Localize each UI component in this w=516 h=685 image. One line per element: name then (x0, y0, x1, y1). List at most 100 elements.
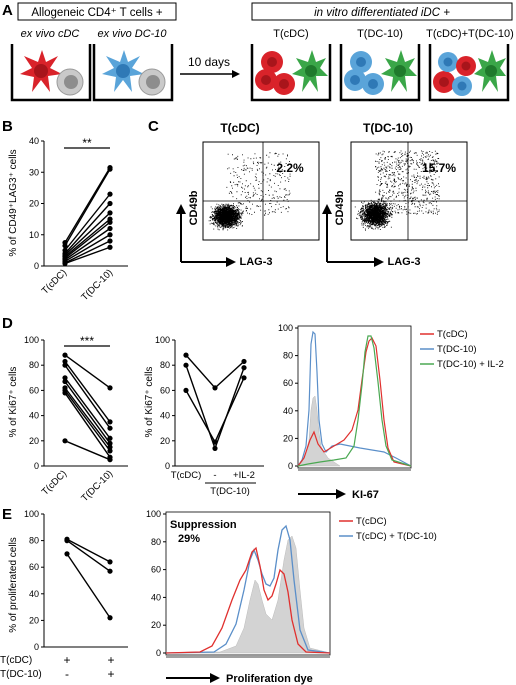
d-hist-legend: T(cDC) T(DC-10) T(DC-10) + IL-2 (420, 329, 504, 370)
y-tick-label: 30 (29, 167, 39, 177)
d-hist-xlabel: KI-67 (352, 489, 379, 501)
y-tick-label: 0 (34, 461, 39, 471)
data-point (62, 378, 68, 385)
e-hist-y-axis: 0 20 40 60 80 100 (146, 509, 166, 658)
series-line (64, 203, 111, 254)
e-annotation-value: 29% (178, 533, 200, 545)
d-legend-2: T(DC-10) (437, 344, 477, 355)
y-tick-label: 20 (29, 436, 39, 446)
data-point (62, 352, 68, 358)
series-line (64, 354, 111, 389)
series-line (64, 381, 111, 444)
series-line (64, 246, 111, 265)
y-tick-label: 40 (29, 136, 39, 146)
y-tick-label: 100 (278, 323, 293, 333)
panel-a: A Allogeneic CD4⁺ T cells + ex vivo cDC … (2, 2, 514, 102)
data-point (62, 375, 68, 381)
e-ylabel: % of proliferated cells (8, 537, 19, 633)
panel-label-b: B (2, 118, 13, 135)
data-point (212, 439, 218, 445)
series-line (64, 364, 111, 429)
data-point (62, 438, 68, 444)
b-data (62, 164, 113, 267)
series-line (64, 218, 111, 258)
panel-label-d: D (2, 315, 13, 332)
data-point (107, 385, 113, 391)
arrow-label: 10 days (188, 55, 230, 69)
c-xlabel-1: LAG-3 (240, 256, 273, 268)
well-label-dc10: ex vivo DC-10 (97, 28, 167, 40)
y-tick-label: 100 (24, 335, 39, 345)
data-point (107, 232, 113, 238)
d-legend-3: T(DC-10) + IL-2 (437, 359, 504, 370)
d-legend-1: T(cDC) (437, 329, 468, 340)
panel-d: D % of Ki67⁺ cells 0 20 40 60 80 100 *** T(cD… (2, 315, 504, 504)
c-axis-arrows-1 (176, 204, 236, 267)
y-tick-label: 40 (151, 592, 161, 602)
y-tick-label: 100 (24, 509, 39, 519)
data-point (183, 362, 189, 368)
data-point (107, 219, 113, 225)
series-line (64, 240, 111, 264)
data-point (107, 225, 113, 232)
y-tick-label: 0 (288, 461, 293, 471)
data-point (212, 385, 218, 391)
y-tick-label: 10 (29, 230, 39, 240)
e-hist-x-arrow (166, 673, 220, 683)
c-axis-arrows-2 (322, 204, 384, 267)
e-sign-2-2: + (107, 667, 114, 681)
d-significance: *** (80, 334, 94, 348)
y-tick-label: 20 (151, 620, 161, 630)
y-tick-label: 80 (29, 360, 39, 370)
series-line (64, 167, 111, 243)
red-t-cell-icon (255, 51, 295, 95)
panel-c: C T(cDC) T(DC-10) 2.2% 15.7% CD49b LAG-3 (148, 118, 468, 268)
d-mid-group-label: T(DC-10) (210, 486, 250, 497)
y-tick-label: 80 (151, 537, 161, 547)
scatter-points (354, 150, 440, 231)
series-line (64, 389, 111, 452)
b-significance: ** (82, 136, 92, 150)
panel-label-e: E (2, 506, 12, 523)
c-scatter-1 (208, 152, 291, 231)
y-tick-label: 60 (151, 565, 161, 575)
y-tick-label: 60 (29, 562, 39, 572)
y-tick-label: 40 (160, 411, 170, 421)
c-percent-1: 2.2% (276, 161, 304, 175)
mixed-t-cell-icon (433, 52, 476, 96)
panel-b: B % of CD49⁺LAG3⁺ cells 0 10 20 30 40 ** T(c… (2, 118, 128, 303)
y-tick-label: 60 (283, 378, 293, 388)
well-label-mix: T(cDC)+T(DC-10) (426, 28, 514, 40)
y-tick-label: 80 (283, 351, 293, 361)
data-point (107, 166, 113, 172)
data-point (107, 244, 113, 250)
data-point (241, 375, 247, 381)
y-tick-label: 20 (160, 436, 170, 446)
well-label-cdc: ex vivo cDC (21, 28, 80, 40)
data-point (241, 358, 247, 365)
y-tick-label: 20 (29, 615, 39, 625)
b-ylabel: % of CD49⁺LAG3⁺ cells (8, 149, 19, 256)
c-xlabel-2: LAG-3 (388, 256, 421, 268)
series-line (66, 540, 111, 572)
d-mid-xtick-2: - (213, 470, 216, 481)
series-line (64, 387, 111, 448)
data-point (62, 358, 68, 365)
data-point (107, 457, 113, 463)
e-hist-xlabel: Proliferation dye (226, 673, 313, 685)
arrow-icon (180, 70, 240, 78)
data-point (107, 568, 113, 574)
d-mid-ylabel: % of Ki67⁺ cells (144, 367, 155, 438)
y-tick-label: 60 (29, 385, 39, 395)
y-tick-label: 0 (165, 461, 170, 471)
data-point (62, 243, 68, 249)
y-tick-label: 80 (160, 360, 170, 370)
data-point (64, 551, 70, 557)
well-label-tcdc: T(cDC) (273, 28, 308, 40)
right-header: in vitro differentiated iDC + (314, 7, 450, 19)
data-point (241, 365, 247, 371)
e-data (64, 536, 113, 621)
idc-cell-icon (381, 50, 417, 92)
data-point (64, 538, 70, 544)
